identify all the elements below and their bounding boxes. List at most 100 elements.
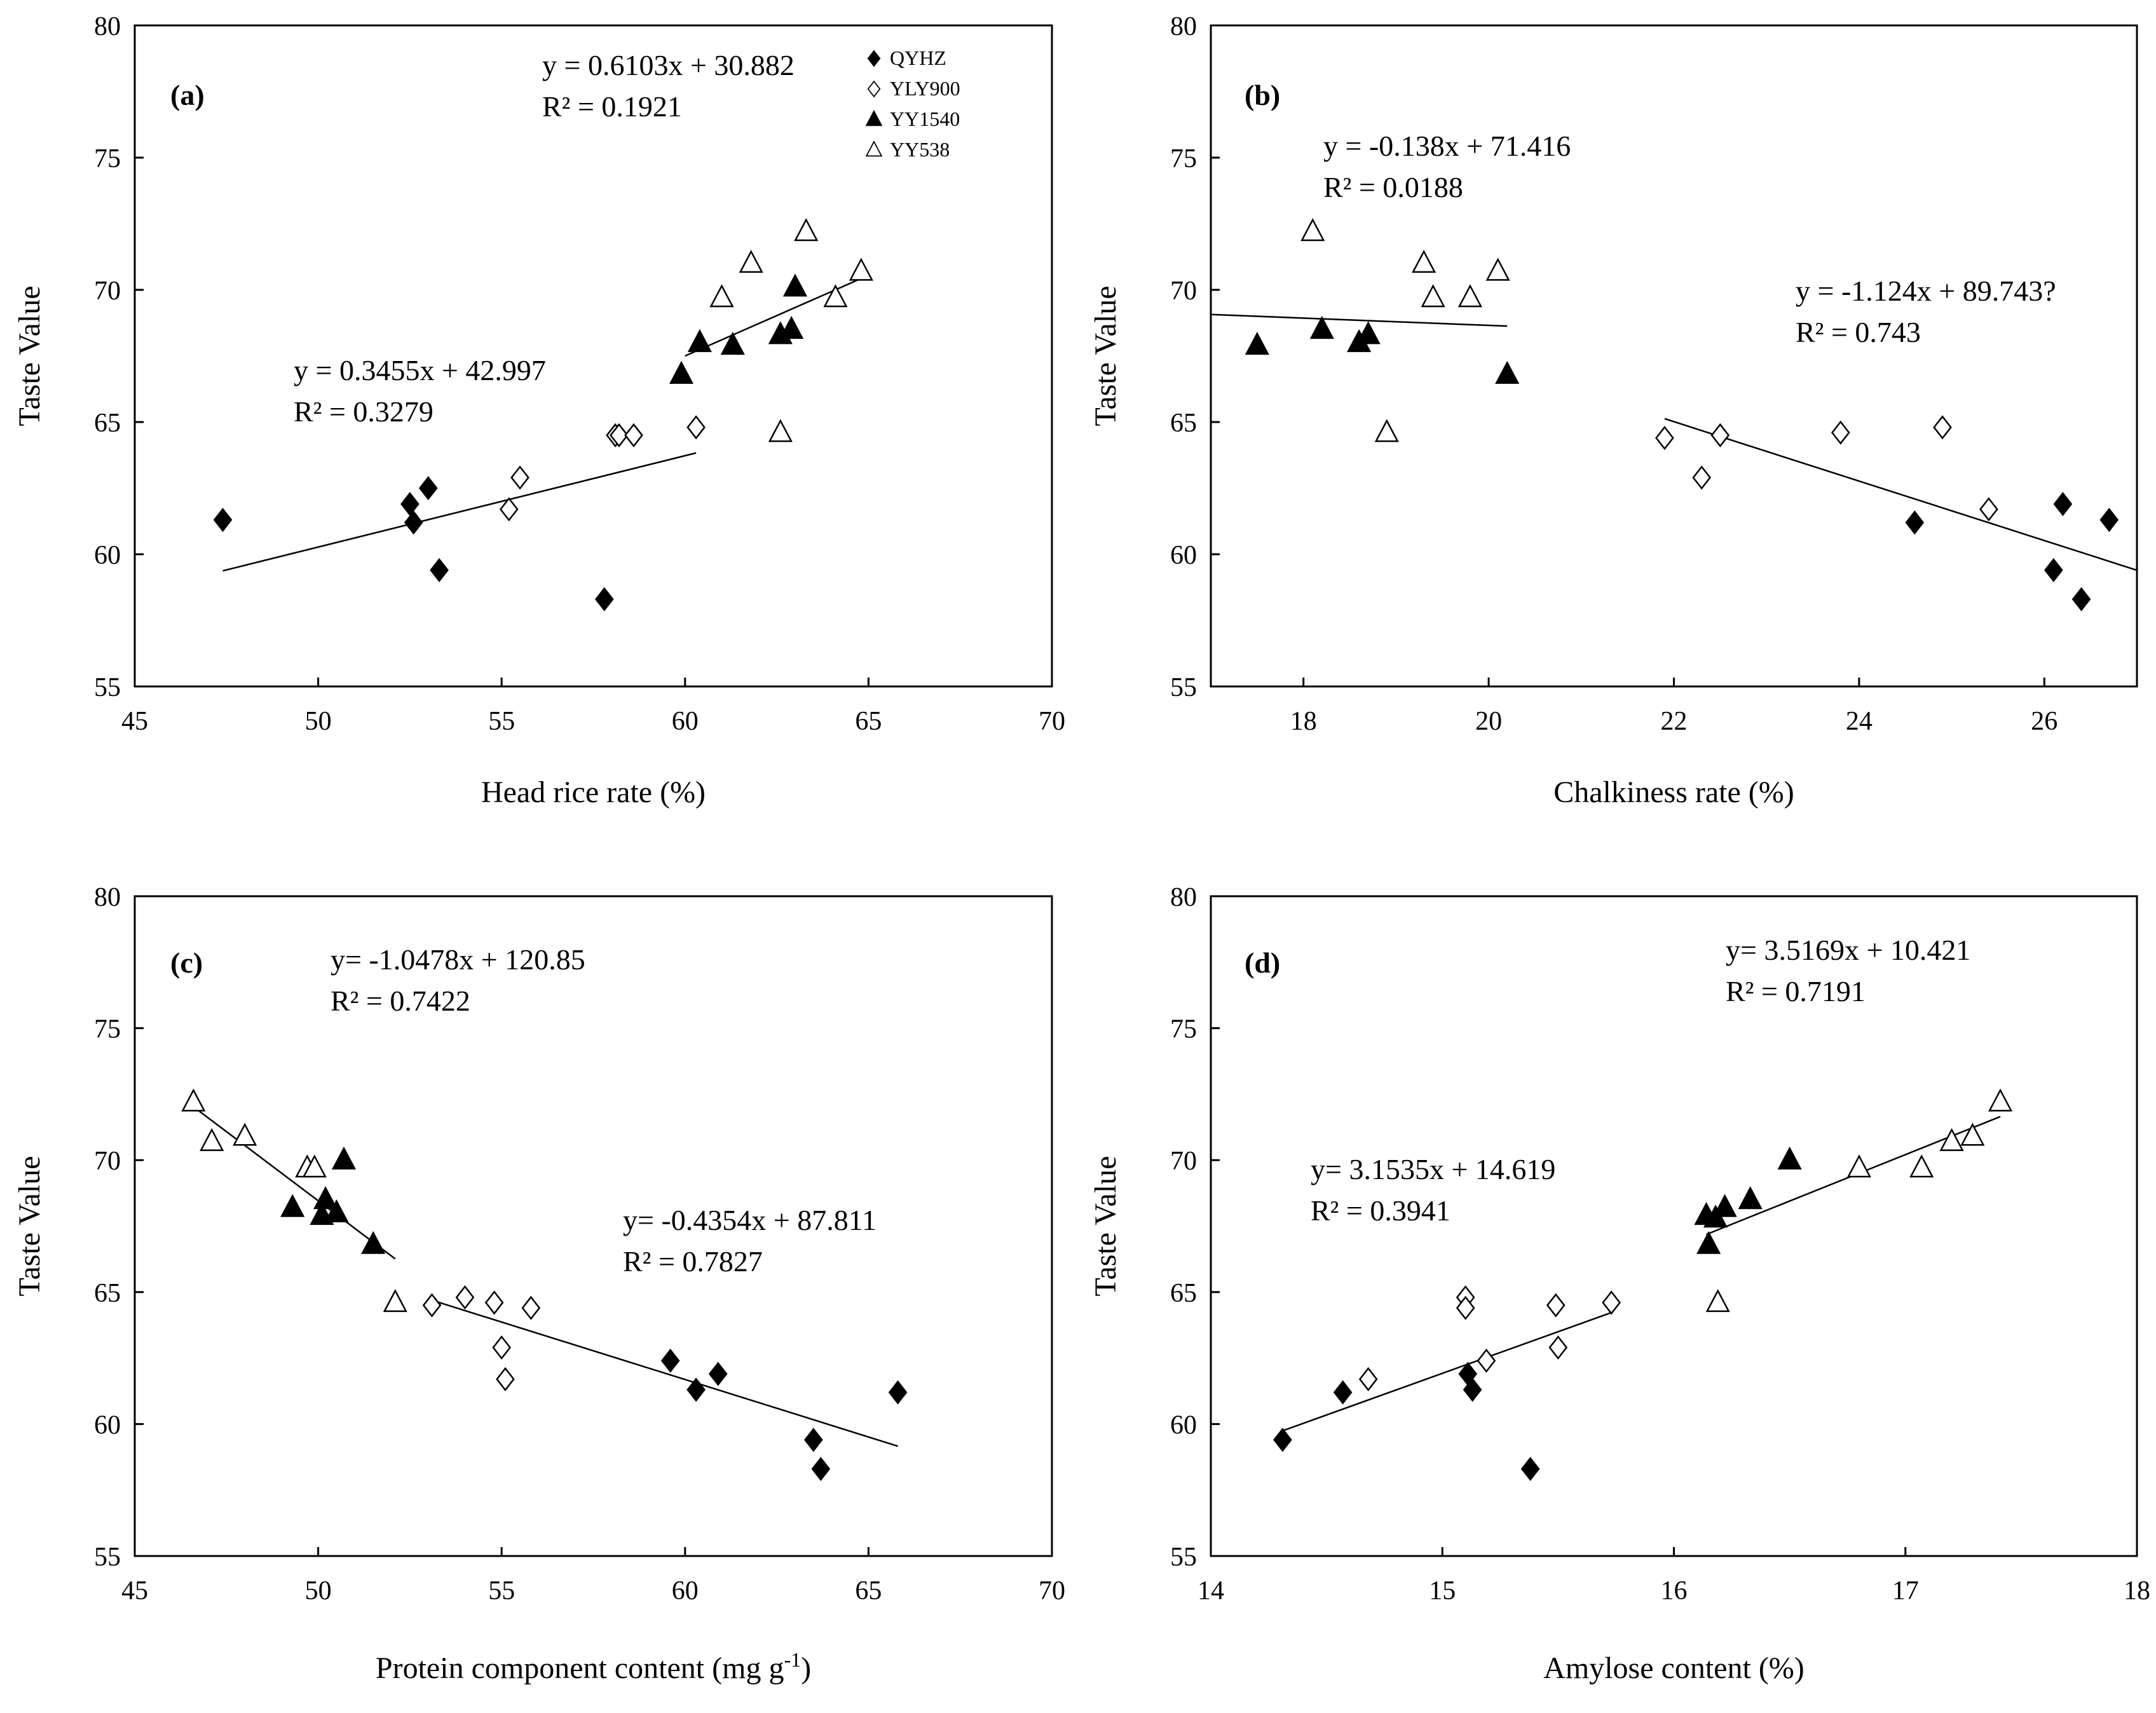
plot-frame — [133, 24, 1053, 688]
legend-label-qyhz: QYHZ — [890, 46, 946, 69]
x-axis-title: Head rice rate (%) — [481, 775, 706, 809]
data-point-yly900 — [1548, 1335, 1568, 1360]
series-yy538 — [709, 218, 873, 442]
data-point-yly900 — [510, 465, 529, 490]
data-point-yy1540 — [1696, 1231, 1721, 1254]
data-point-qyhz — [811, 1456, 831, 1482]
fit-equation-2: y = 0.6103x + 30.882 — [542, 49, 795, 81]
plot-frame — [133, 895, 1053, 1557]
x-tick-label: 15 — [1429, 1576, 1456, 1606]
panel-a: 45 50 55 60 65 70 55 60 65 70 75 80 Head rice rate (… — [13, 12, 1065, 809]
y-tick-label: 60 — [1170, 541, 1197, 570]
legend-marker-yy538 — [865, 140, 883, 157]
data-point-yly900 — [1655, 425, 1674, 450]
series-yy538 — [181, 1088, 407, 1313]
data-point-yy538 — [302, 1154, 327, 1178]
x-tick-label: 20 — [1475, 707, 1502, 736]
data-point-qyhz — [400, 491, 420, 516]
x-tick-label: 17 — [1892, 1576, 1919, 1606]
data-point-yly900 — [1358, 1367, 1378, 1391]
y-tick-label: 65 — [1170, 1279, 1197, 1308]
legend-label-yly900: YLY900 — [890, 77, 960, 100]
data-point-yy1540 — [1777, 1146, 1802, 1170]
y-tick-label: 55 — [94, 673, 121, 702]
data-point-yy1540 — [1738, 1186, 1763, 1210]
y-tick-label: 75 — [1170, 1015, 1197, 1044]
fit-r-squared-1: R² = 0.3279 — [294, 395, 433, 428]
y-tick-label: 80 — [1170, 883, 1197, 912]
y-tick-label: 70 — [94, 1147, 121, 1176]
y-tick-label: 60 — [94, 1410, 121, 1440]
trend-line-1 — [222, 452, 697, 572]
x-tick-label: 55 — [488, 707, 515, 736]
data-point-yy1540 — [313, 1186, 338, 1210]
data-point-yly900 — [1979, 497, 1998, 522]
data-point-yy538 — [181, 1088, 206, 1112]
y-axis-title: Taste Value — [13, 285, 46, 426]
x-tick-label: 65 — [855, 707, 882, 736]
data-point-yly900 — [610, 423, 629, 447]
x-tick-label: 26 — [2031, 707, 2057, 736]
series-yy538 — [1705, 1088, 2013, 1313]
data-point-yy1540 — [782, 273, 808, 297]
data-point-qyhz — [686, 1377, 706, 1402]
series-yy1540 — [280, 1146, 386, 1254]
data-point-yy538 — [823, 284, 848, 308]
y-tick-label: 70 — [1170, 1147, 1197, 1176]
data-point-qyhz — [213, 507, 233, 532]
data-point-qyhz — [404, 510, 423, 535]
legend-marker-qyhz — [867, 50, 881, 67]
fit-equation-2: y= 3.5169x + 10.421 — [1726, 934, 1970, 966]
y-tick-label: 65 — [94, 1279, 121, 1308]
fit-equation-1: y = -0.138x + 71.416 — [1323, 130, 1571, 162]
data-point-yy538 — [1485, 257, 1510, 281]
x-axis-title-superscript: -1 — [784, 1648, 801, 1671]
data-point-yy538 — [794, 218, 819, 242]
y-tick-label: 70 — [94, 276, 121, 306]
data-point-qyhz — [1520, 1456, 1540, 1482]
data-point-yly900 — [455, 1285, 475, 1310]
trend-line-2 — [432, 1299, 898, 1447]
data-point-qyhz — [1273, 1428, 1292, 1452]
x-tick-label: 18 — [1290, 707, 1317, 736]
fit-r-squared-1: R² = 0.7422 — [331, 985, 470, 1017]
data-point-qyhz — [803, 1428, 823, 1452]
data-point-yly900 — [492, 1335, 512, 1360]
data-point-yly900 — [1456, 1295, 1475, 1320]
fit-r-squared-2: R² = 0.7191 — [1726, 975, 1866, 1007]
panel-label: (b) — [1245, 79, 1280, 111]
data-point-yy1540 — [687, 329, 712, 352]
data-point-qyhz — [1463, 1377, 1482, 1402]
x-tick-label: 24 — [1846, 707, 1873, 736]
data-point-qyhz — [594, 587, 614, 611]
fit-r-squared-2: R² = 0.743 — [1796, 316, 1921, 348]
data-point-yly900 — [624, 423, 643, 447]
data-point-yy538 — [1909, 1154, 1934, 1178]
data-point-qyhz — [708, 1362, 728, 1386]
y-tick-label: 80 — [94, 12, 121, 41]
panel-label: (c) — [170, 946, 203, 979]
fit-r-squared-2: R² = 0.1921 — [542, 90, 682, 123]
trend-line-1 — [1282, 1311, 1612, 1432]
data-point-yly900 — [496, 1367, 515, 1391]
x-tick-label: 65 — [855, 1576, 882, 1606]
fit-r-squared-1: R² = 0.3941 — [1311, 1194, 1450, 1227]
y-tick-label: 75 — [94, 1015, 121, 1044]
x-axis-title: Chalkiness rate (%) — [1553, 775, 1794, 809]
data-point-yy1540 — [1309, 316, 1334, 339]
series-qyhz — [1273, 1362, 1540, 1482]
y-tick-label: 55 — [94, 1543, 121, 1572]
data-point-yy1540 — [669, 360, 694, 384]
x-tick-label: 60 — [672, 707, 699, 736]
trend-line-1 — [193, 1106, 396, 1260]
data-point-yy1540 — [779, 316, 804, 339]
y-tick-label: 65 — [1170, 409, 1197, 438]
data-point-qyhz — [2053, 491, 2073, 516]
series-yy1540 — [1245, 316, 1520, 384]
y-tick-label: 75 — [94, 144, 121, 174]
data-point-qyhz — [430, 557, 449, 582]
x-tick-label: 22 — [1661, 707, 1688, 736]
y-tick-label: 60 — [1170, 1410, 1197, 1440]
fit-equation-2: y = -1.124x + 89.743? — [1796, 275, 2056, 307]
